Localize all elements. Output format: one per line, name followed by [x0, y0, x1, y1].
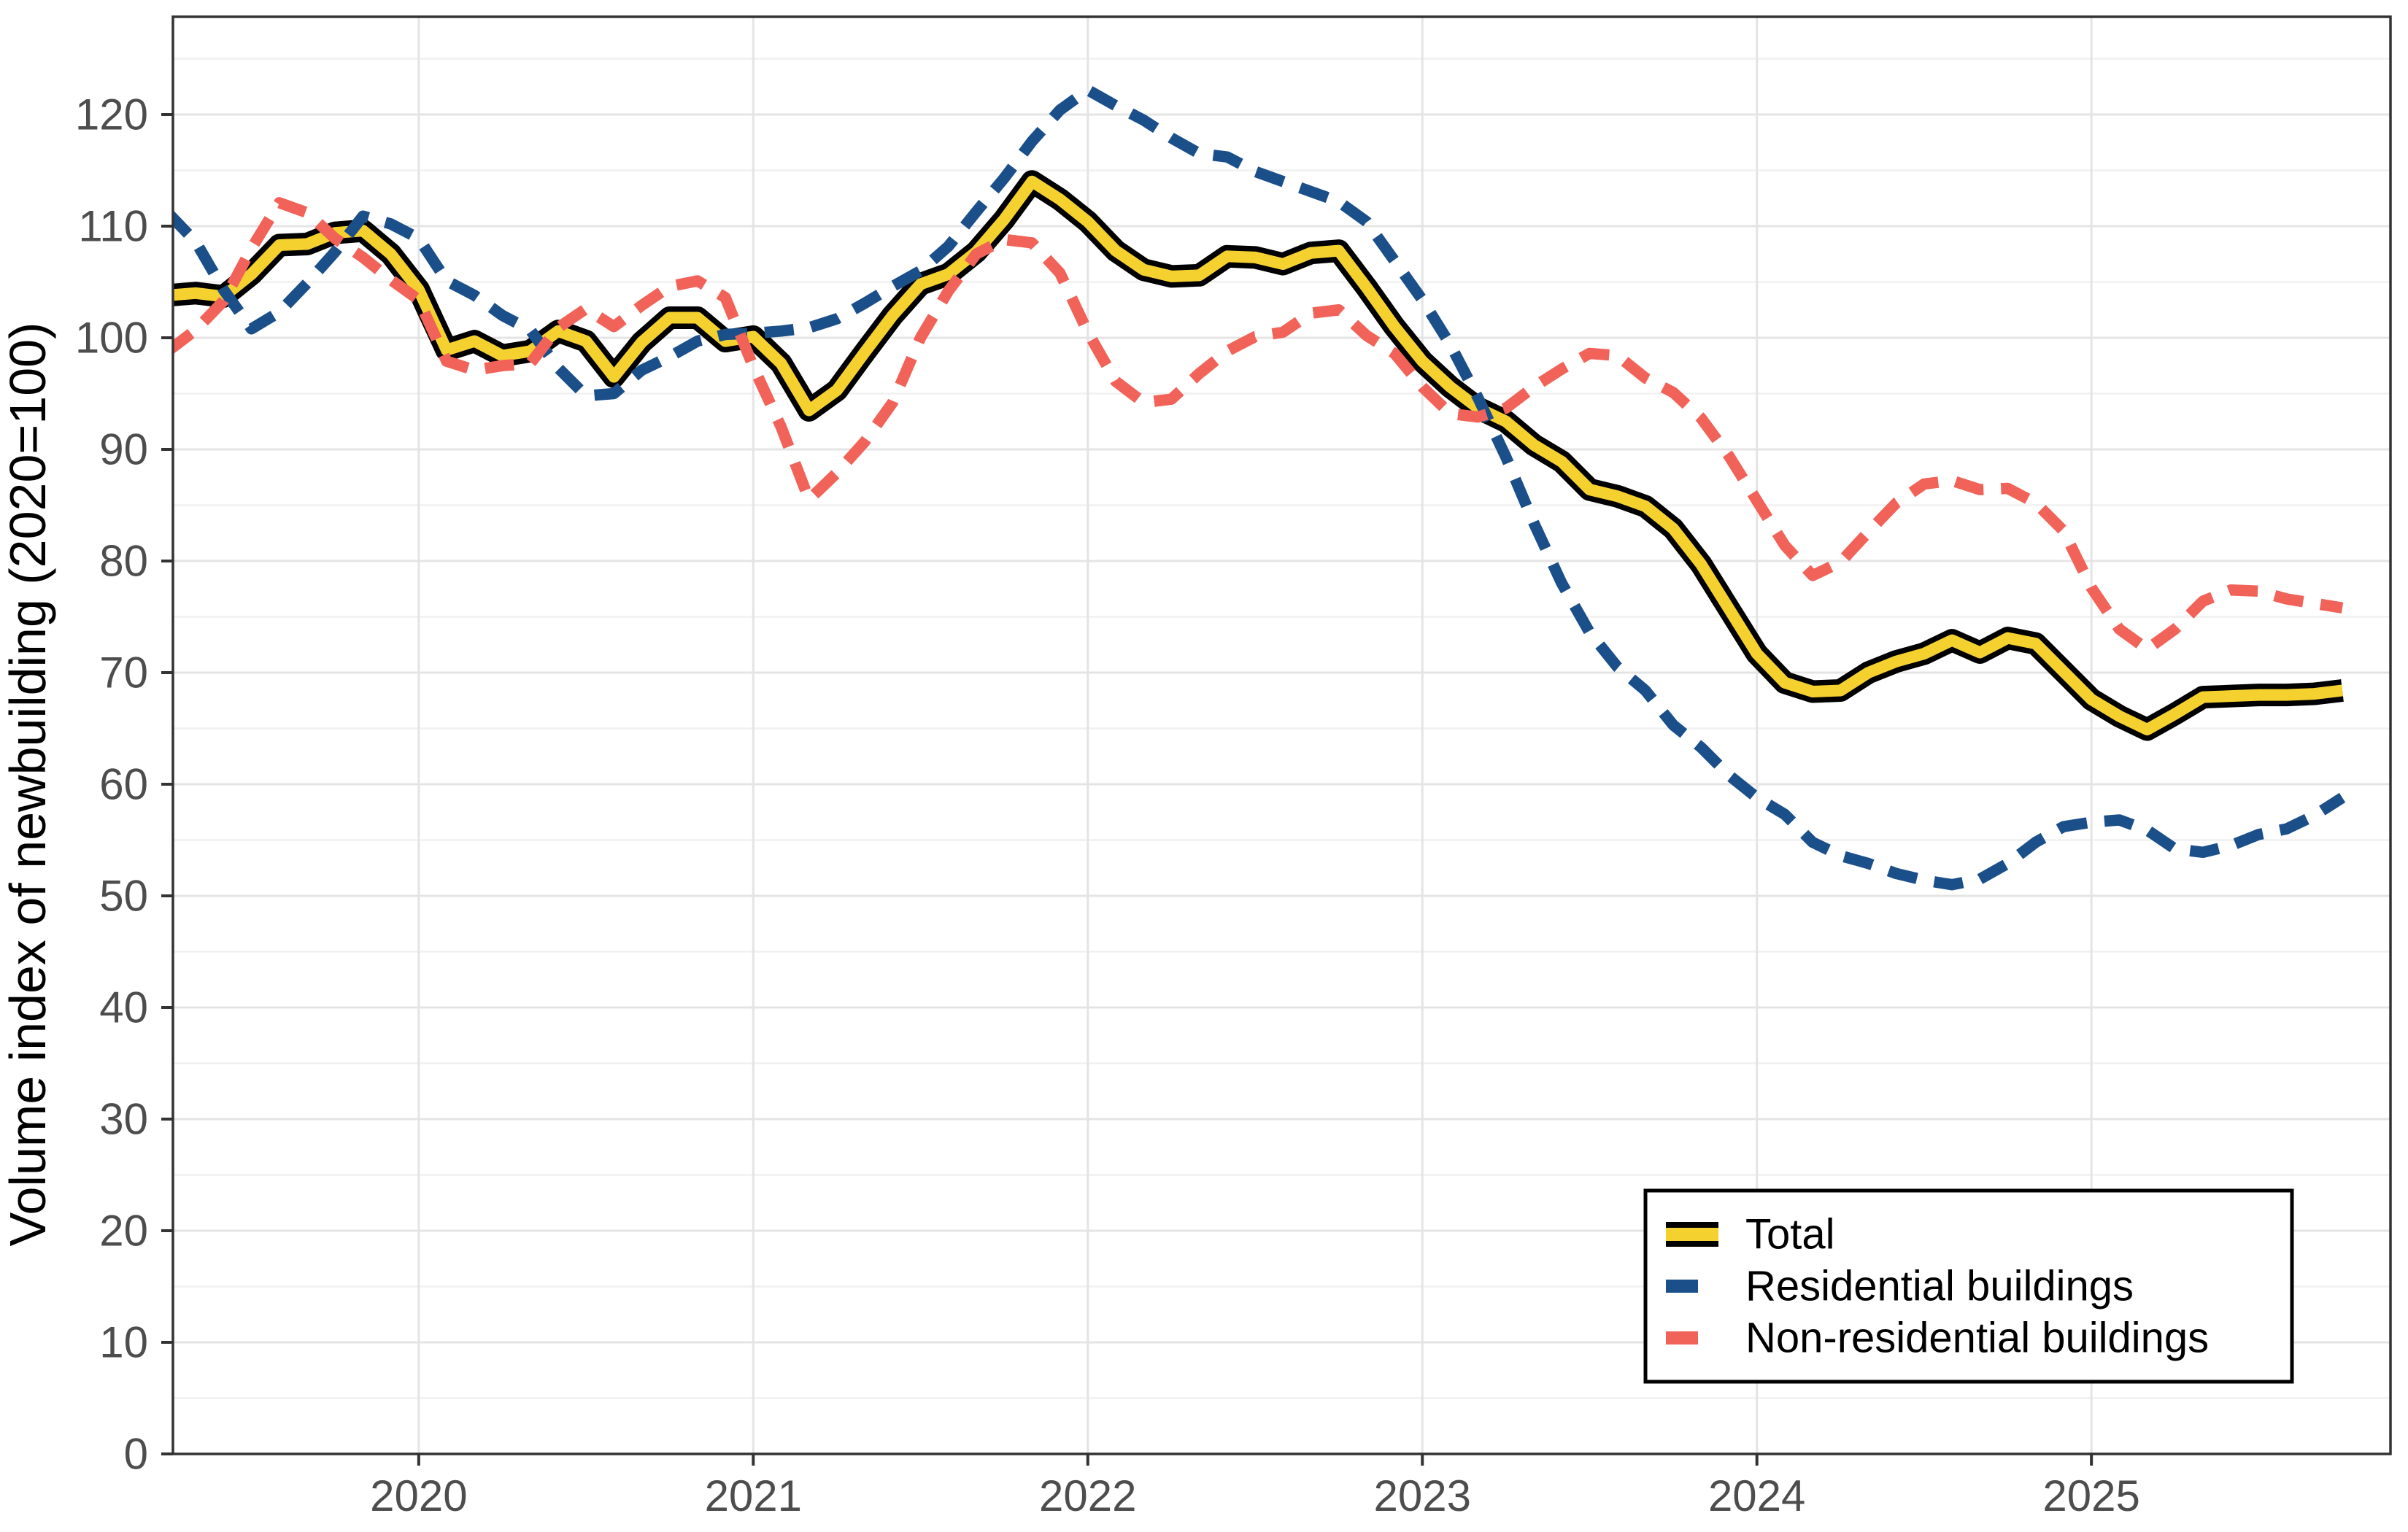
y-tick-label: 100: [75, 314, 148, 363]
y-tick-label: 120: [75, 90, 148, 139]
legend: Total Residential buildings Non-residentia…: [1643, 1188, 2294, 1384]
legend-label-non-residential: Non-residential buildings: [1745, 1315, 2209, 1362]
x-tick-label: 2024: [1708, 1471, 1805, 1520]
y-axis-title: Volume index of newbuilding (2020=100): [0, 322, 56, 1247]
x-tick-label: 2020: [370, 1471, 467, 1520]
y-tick-label: 10: [99, 1318, 148, 1367]
y-tick-label: 50: [99, 872, 148, 921]
y-tick-label: 30: [99, 1095, 148, 1144]
x-tick-label: 2025: [2042, 1471, 2139, 1520]
y-tick-label: 90: [99, 425, 148, 474]
legend-item-total: Total: [1666, 1211, 1835, 1258]
legend-label-total: Total: [1745, 1211, 1835, 1258]
axis-layer: 0 10 20 30 40 50 60 70 80 90 100 110 120 2020 2021 2022…: [75, 15, 2392, 1520]
y-tick-label: 70: [99, 649, 148, 697]
legend-label-residential: Residential buildings: [1745, 1263, 2134, 1310]
series-layer: [173, 84, 2346, 891]
y-tick-label: 40: [99, 983, 148, 1032]
y-tick-label: 20: [99, 1207, 148, 1256]
legend-item-non-residential: Non-residential buildings: [1666, 1315, 2209, 1362]
y-tick-label: 0: [124, 1430, 148, 1479]
x-tick-label: 2021: [705, 1471, 802, 1520]
x-tick-label: 2023: [1373, 1471, 1470, 1520]
y-tick-label: 80: [99, 537, 148, 586]
y-tick-label: 110: [78, 202, 148, 251]
panel-border: [171, 15, 2392, 1455]
x-tick-label: 2022: [1039, 1471, 1136, 1520]
non-residential-line: [173, 197, 2344, 655]
legend-item-residential: Residential buildings: [1666, 1263, 2134, 1310]
y-tick-label: 60: [99, 760, 148, 809]
total-line: [173, 175, 2343, 736]
legend-box: [1643, 1188, 2294, 1384]
